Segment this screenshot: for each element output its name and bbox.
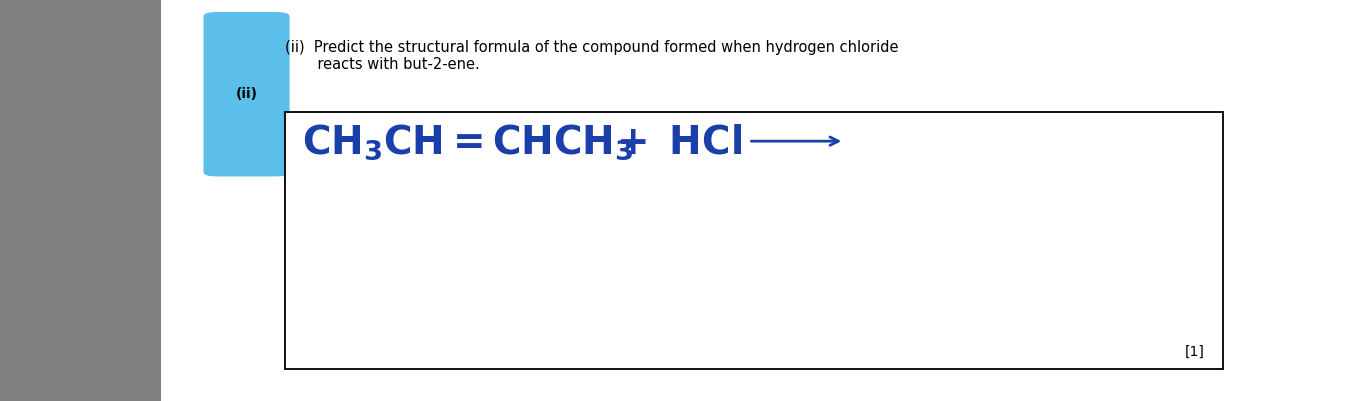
FancyBboxPatch shape [204, 12, 290, 176]
Bar [284, 112, 1223, 369]
Text: (ii)  Predict the structural formula of the compound formed when hydrogen chlori: (ii) Predict the structural formula of t… [284, 40, 899, 73]
Text: [1]: [1] [1184, 345, 1205, 359]
Bar [161, 0, 1366, 401]
Text: $\mathbf{CH_3CH{=}CHCH_3}$: $\mathbf{CH_3CH{=}CHCH_3}$ [302, 123, 634, 162]
Text: (ii): (ii) [235, 87, 258, 101]
Text: $\mathbf{\ +\ HCl}$: $\mathbf{\ +\ HCl}$ [596, 124, 742, 161]
